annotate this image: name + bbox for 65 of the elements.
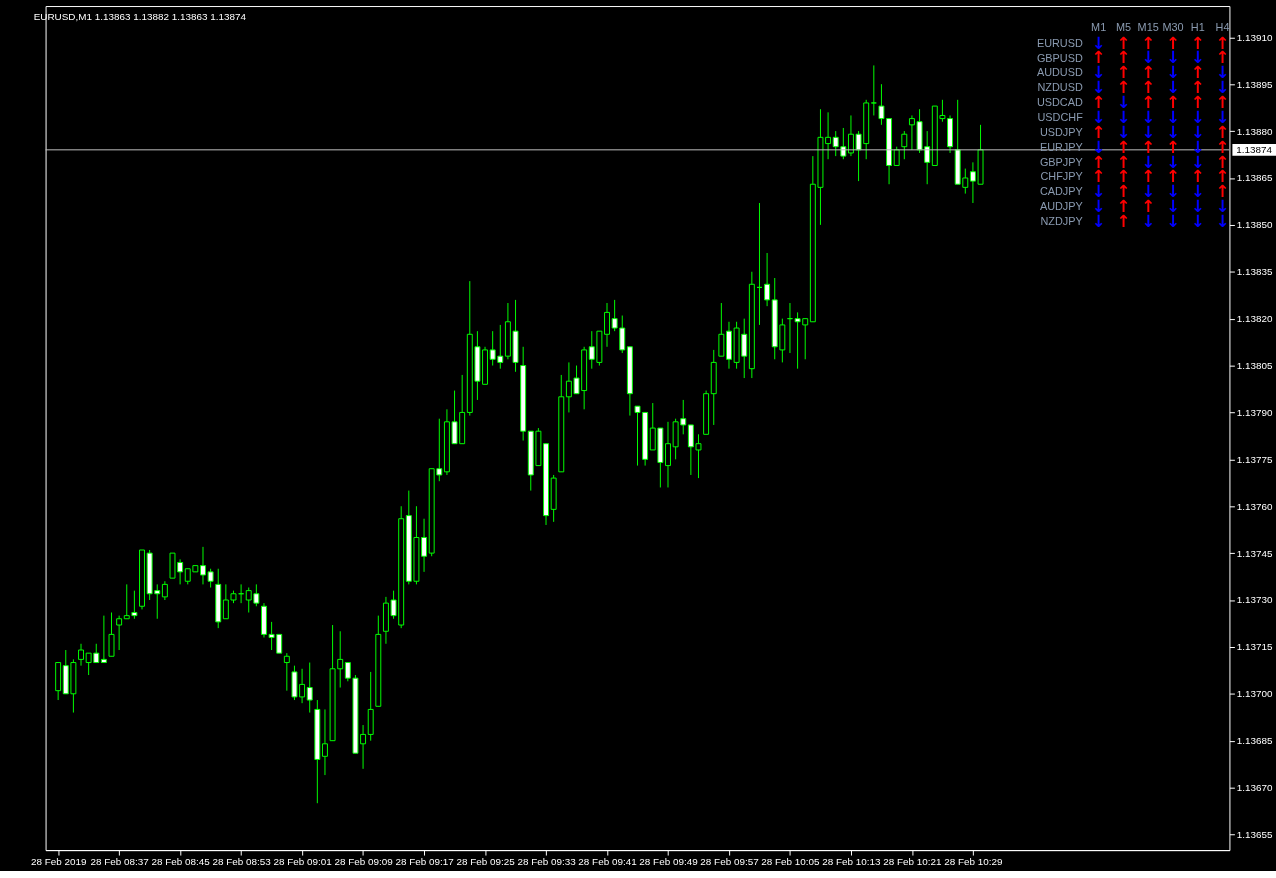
x-tick-label: 28 Feb 09:57: [700, 856, 759, 868]
y-tick-label: 1.13700: [1236, 688, 1274, 700]
candlestick: [870, 64, 877, 116]
candlestick: [718, 302, 725, 357]
y-tick-label: 1.13655: [1236, 828, 1274, 840]
x-tick-label: 28 Feb 08:45: [151, 856, 211, 868]
candlestick: [283, 652, 290, 692]
y-tick-label: 1.13850: [1236, 219, 1274, 231]
candlestick: [116, 615, 123, 651]
category-label: AUDUSD: [1036, 66, 1083, 79]
category-label: AUDJPY: [1039, 200, 1083, 213]
x-tick-label: 28 Feb 09:01: [273, 856, 333, 868]
category-label: NZDJPY: [1040, 214, 1083, 227]
category-label: EURUSD: [1036, 36, 1083, 49]
y-tick-label: 1.13715: [1236, 641, 1274, 653]
x-tick-label: 28 Feb 09:09: [334, 856, 394, 868]
category-label: M15: [1137, 20, 1159, 33]
category-label: GBPUSD: [1036, 51, 1083, 64]
y-tick-label: 1.13805: [1236, 360, 1274, 372]
candlestick: [306, 662, 313, 714]
y-tick-label: 1.13790: [1236, 406, 1274, 418]
x-tick-label: 28 Feb 09:41: [578, 856, 638, 868]
category-label: M30: [1162, 20, 1184, 33]
x-tick-label: 28 Feb 10:21: [883, 856, 943, 868]
x-tick-label: 28 Feb 09:49: [639, 856, 699, 868]
x-tick-label: 28 Feb 2019: [30, 856, 87, 868]
x-tick-label: 28 Feb 10:13: [822, 856, 882, 868]
category-label: GBPJPY: [1039, 155, 1083, 168]
candlestick: [764, 252, 771, 307]
y-tick-label: 1.13730: [1236, 594, 1274, 606]
candlestick: [901, 130, 908, 160]
category-label: CADJPY: [1039, 185, 1083, 198]
y-tick-label: 1.13745: [1236, 547, 1274, 559]
x-tick-label: 28 Feb 08:37: [90, 856, 149, 868]
ref-line-label: 1.13874: [1236, 143, 1273, 155]
candlestick: [893, 146, 900, 166]
x-tick-label: 28 Feb 10:29: [944, 856, 1004, 868]
y-tick-label: 1.13895: [1236, 78, 1274, 90]
category-label: CHFJPY: [1040, 170, 1083, 183]
x-tick-label: 28 Feb 10:05: [761, 856, 821, 868]
category-label: M5: [1115, 20, 1131, 33]
y-tick-label: 1.13865: [1236, 172, 1274, 184]
x-tick-label: 28 Feb 09:25: [456, 856, 516, 868]
category-label: USDCHF: [1037, 110, 1083, 123]
candlestick: [161, 580, 168, 601]
candlestick: [321, 708, 328, 776]
category-label: M1: [1091, 20, 1107, 33]
x-tick-label: 28 Feb 08:53: [212, 856, 272, 868]
category-label: H1: [1190, 20, 1205, 33]
candlestick: [100, 615, 107, 664]
category-label: NZDUSD: [1037, 81, 1083, 94]
y-tick-label: 1.13880: [1236, 125, 1274, 137]
candlestick: [108, 612, 115, 657]
y-tick-label: 1.13835: [1236, 266, 1274, 278]
category-label: USDJPY: [1039, 125, 1083, 138]
y-tick-label: 1.13685: [1236, 735, 1274, 747]
y-tick-label: 1.13820: [1236, 313, 1274, 325]
y-tick-label: 1.13775: [1236, 453, 1274, 465]
x-tick-label: 28 Feb 09:33: [517, 856, 577, 868]
y-tick-label: 1.13670: [1236, 782, 1274, 794]
candlestick: [78, 643, 84, 667]
category-label: USDCAD: [1036, 96, 1083, 109]
y-tick-label: 1.13910: [1236, 31, 1274, 43]
y-tick-label: 1.13760: [1236, 500, 1274, 512]
x-tick-label: 28 Feb 09:17: [395, 856, 454, 868]
